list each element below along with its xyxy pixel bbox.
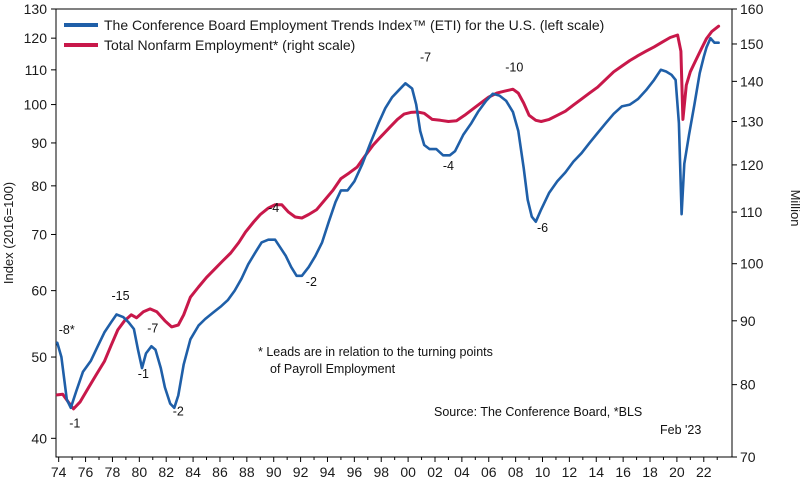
x-tick-label: 22 xyxy=(696,464,712,480)
x-tick-label: 12 xyxy=(562,464,578,480)
right-tick-label: 70 xyxy=(740,449,756,465)
x-tick-label: 96 xyxy=(347,464,363,480)
left-tick-label: 100 xyxy=(24,97,48,113)
lead-annotation: -4 xyxy=(443,159,454,173)
x-tick-label: 92 xyxy=(293,464,309,480)
left-axis-title: Index (2016=100) xyxy=(1,182,16,284)
date-note: Feb '23 xyxy=(660,423,701,437)
lead-annotation: -6 xyxy=(537,221,548,235)
plot-area xyxy=(55,8,733,458)
x-tick-label: 88 xyxy=(239,464,255,480)
x-tick-label: 02 xyxy=(427,464,443,480)
x-tick-label: 74 xyxy=(51,464,67,480)
left-tick-label: 70 xyxy=(31,226,47,242)
x-tick-label: 18 xyxy=(642,464,658,480)
legend: The Conference Board Employment Trends I… xyxy=(64,17,604,53)
x-tick-label: 82 xyxy=(158,464,174,480)
x-tick-label: 94 xyxy=(320,464,336,480)
legend-label-eti: The Conference Board Employment Trends I… xyxy=(104,17,604,33)
x-tick-label: 98 xyxy=(373,464,389,480)
leads-note-line1: * Leads are in relation to the turning p… xyxy=(258,345,493,359)
lead-annotation: -7 xyxy=(147,321,158,335)
left-axis-ticks: 40 50 60 70 80 90 100 110 120 130 xyxy=(24,1,56,446)
x-tick-label: 06 xyxy=(481,464,497,480)
right-tick-label: 110 xyxy=(740,204,763,220)
x-tick-label: 00 xyxy=(400,464,416,480)
x-tick-label: 90 xyxy=(266,464,282,480)
lead-annotation: -7 xyxy=(420,51,431,65)
x-tick-label: 20 xyxy=(669,464,685,480)
x-tick-label: 78 xyxy=(105,464,121,480)
right-axis-ticks: 70 80 90 100 110 120 130 140 150 160 xyxy=(732,1,764,465)
x-tick-label: 14 xyxy=(588,464,604,480)
right-tick-label: 80 xyxy=(740,377,756,393)
left-tick-label: 130 xyxy=(24,1,48,17)
lead-annotation: -4 xyxy=(268,201,279,215)
source-note: Source: The Conference Board, *BLS xyxy=(434,405,642,419)
right-tick-label: 90 xyxy=(740,313,756,329)
eti-series-line xyxy=(56,36,720,410)
left-tick-label: 60 xyxy=(31,283,47,299)
x-tick-label: 86 xyxy=(212,464,228,480)
left-tick-label: 80 xyxy=(31,178,47,194)
x-tick-label: 16 xyxy=(615,464,631,480)
left-tick-label: 110 xyxy=(25,62,48,78)
lead-annotation: -8* xyxy=(59,323,75,337)
legend-label-employment: Total Nonfarm Employment* (right scale) xyxy=(104,37,355,53)
lead-annotation: -1 xyxy=(138,367,149,381)
x-tick-label: 08 xyxy=(508,464,524,480)
leads-note-line2: of Payroll Employment xyxy=(270,362,396,376)
right-tick-label: 100 xyxy=(740,256,764,272)
plot-frame xyxy=(55,8,733,458)
x-tick-label: 76 xyxy=(78,464,94,480)
left-tick-label: 50 xyxy=(31,349,47,365)
left-tick-label: 40 xyxy=(31,430,47,446)
series-layer xyxy=(55,24,721,411)
right-tick-label: 160 xyxy=(740,1,764,17)
left-tick-label: 90 xyxy=(31,135,47,151)
x-tick-label: 10 xyxy=(535,464,551,480)
x-tick-label: 80 xyxy=(132,464,148,480)
right-tick-label: 140 xyxy=(740,73,764,89)
right-tick-label: 120 xyxy=(740,157,764,173)
x-tick-label: 04 xyxy=(454,464,470,480)
lead-annotation: -10 xyxy=(505,61,523,75)
right-tick-label: 150 xyxy=(740,36,764,52)
left-tick-label: 120 xyxy=(24,30,48,46)
employment-series-line xyxy=(55,24,721,411)
lead-annotation: -15 xyxy=(111,289,129,303)
annotation-layer: -8* -1 -15 -7 -1 -2 -4 -2 -7 -4 -10 -6 xyxy=(59,51,548,431)
lead-annotation: -1 xyxy=(69,417,80,431)
x-axis-ticks: 74 76 78 80 82 84 86 88 90 92 94 96 98 00 02 04 06 08 10 12… xyxy=(51,457,718,480)
x-tick-label: 84 xyxy=(185,464,201,480)
lead-annotation: -2 xyxy=(173,404,184,418)
right-axis-title: Million xyxy=(788,190,800,227)
right-tick-label: 130 xyxy=(740,114,764,130)
lead-annotation: -2 xyxy=(306,275,317,289)
